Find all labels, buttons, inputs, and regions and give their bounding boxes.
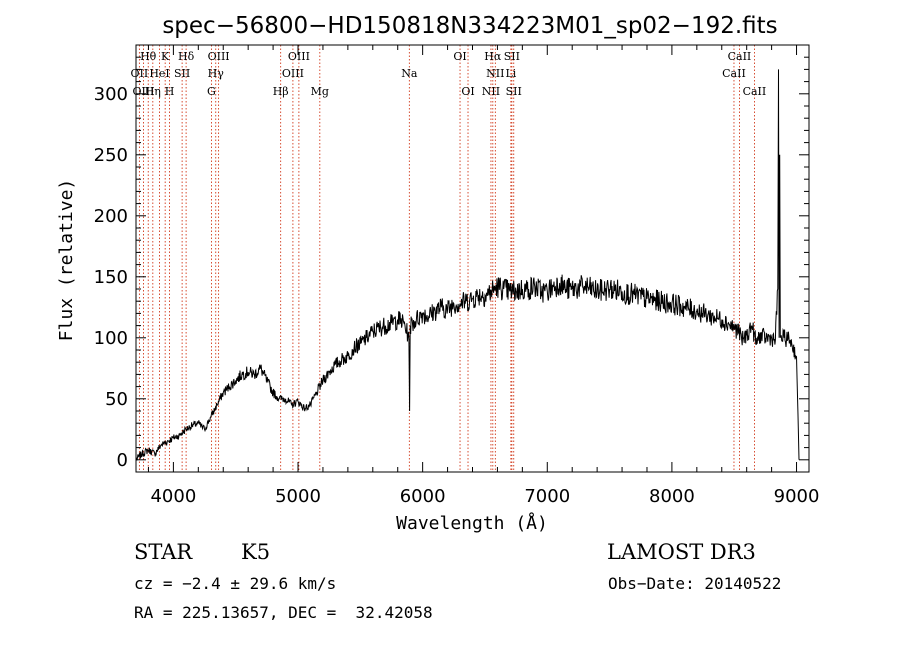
- line-label-12: Hγ: [208, 67, 225, 80]
- line-label-7: SII: [504, 50, 520, 63]
- line-label-27: CaII: [743, 85, 767, 98]
- line-label-3: OIII: [208, 50, 230, 63]
- x-tick-label: 6000: [400, 486, 446, 507]
- survey-name: LAMOST DR3: [607, 540, 756, 564]
- y-tick-label: 250: [94, 145, 128, 166]
- line-label-23: Mg: [311, 85, 329, 98]
- line-label-24: OI: [461, 85, 474, 98]
- line-label-25: NII: [482, 85, 500, 98]
- line-label-1: K: [161, 50, 170, 63]
- line-label-20: H: [165, 85, 175, 98]
- x-tick-label: 4000: [150, 486, 196, 507]
- y-axis-label: Flux (relative): [56, 179, 77, 342]
- line-label-0: Hθ: [140, 50, 157, 63]
- x-tick-label: 7000: [524, 486, 570, 507]
- y-tick-label: 300: [94, 84, 128, 105]
- line-label-11: SII: [174, 67, 190, 80]
- plot-frame: [135, 44, 810, 473]
- line-label-26: SII: [506, 85, 522, 98]
- redshift-text: cz = −2.4 ± 29.6 km/s: [134, 574, 337, 593]
- line-label-10: HeI: [149, 67, 169, 80]
- line-label-15: NII: [486, 67, 504, 80]
- line-label-13: OIII: [282, 67, 304, 80]
- line-label-18: OIII: [132, 85, 154, 98]
- y-tick-label: 150: [94, 267, 128, 288]
- line-label-5: OI: [453, 50, 466, 63]
- emission-line-markers: [138, 45, 755, 472]
- object-subclass: K5: [241, 540, 271, 564]
- y-tick-label: 0: [117, 450, 128, 471]
- line-label-6: Hα: [484, 50, 502, 63]
- chart-title: spec−56800−HD150818N334223M01_sp02−192.f…: [162, 13, 777, 39]
- obs-date: Obs−Date: 20140522: [608, 574, 782, 593]
- line-label-19: Hη: [145, 85, 161, 98]
- object-class: STAR: [134, 540, 193, 564]
- x-axis-label: Wavelength (Å): [396, 512, 548, 534]
- x-tick-label: 8000: [649, 486, 695, 507]
- line-label-16: Li: [505, 67, 516, 80]
- y-axis: 0 50 100 150 200 250 300: [94, 56, 809, 471]
- coordinates: RA = 225.13657, DEC = 32.42058: [134, 603, 433, 622]
- line-label-9: OII: [131, 67, 149, 80]
- x-tick-label: 5000: [275, 486, 321, 507]
- line-label-14: Na: [401, 67, 418, 80]
- line-label-17: CaII: [722, 67, 746, 80]
- line-label-4: OIII: [288, 50, 310, 63]
- line-label-8: CaII: [728, 50, 752, 63]
- y-tick-label: 200: [94, 206, 128, 227]
- line-label-2: Hδ: [178, 50, 195, 63]
- y-tick-label: 50: [105, 389, 128, 410]
- line-label-22: Hβ: [273, 85, 289, 98]
- x-tick-label: 9000: [774, 486, 820, 507]
- spectrum-series: [135, 69, 800, 461]
- x-axis: 4000 5000 6000 7000 8000 9000: [147, 45, 820, 507]
- line-label-21: G: [207, 85, 216, 98]
- y-tick-label: 100: [94, 328, 128, 349]
